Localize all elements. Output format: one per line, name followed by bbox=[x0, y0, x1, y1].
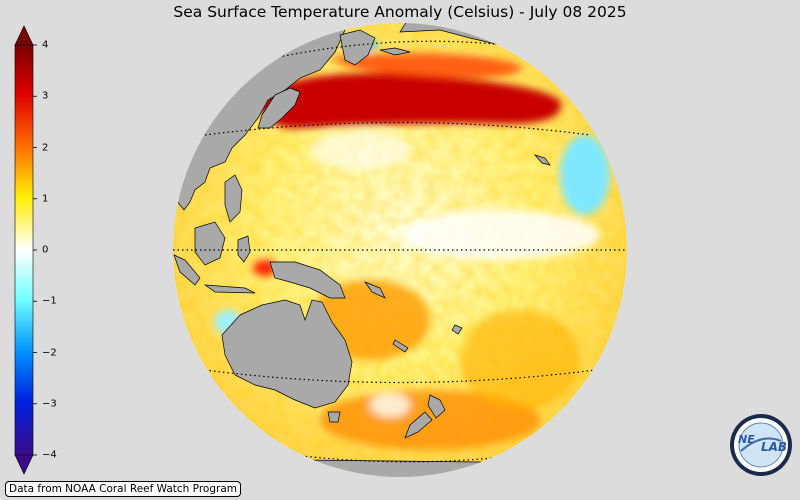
colorbar-tick-label: −1 bbox=[42, 295, 57, 307]
colorbar-tick-label: 0 bbox=[42, 244, 49, 256]
logo-text-left: NE bbox=[738, 433, 755, 446]
sumatra bbox=[173, 254, 201, 286]
south-pacific-warm bbox=[460, 310, 580, 410]
japan-islands bbox=[257, 87, 301, 129]
new-guinea bbox=[269, 261, 346, 299]
borneo bbox=[194, 221, 226, 266]
central-pacific-neutral bbox=[310, 130, 410, 170]
colorbar-tick-label: 2 bbox=[42, 142, 49, 153]
logo-text-right: LAB bbox=[761, 440, 787, 454]
fiji-islands bbox=[451, 324, 463, 335]
aleutian-islands bbox=[379, 47, 411, 56]
sulawesi bbox=[237, 235, 251, 263]
parallel-30n bbox=[204, 121, 591, 136]
new-caledonia bbox=[392, 339, 409, 353]
hawaii-islands bbox=[533, 154, 551, 166]
north-pacific-warm-band bbox=[330, 53, 522, 79]
colorbar bbox=[14, 25, 37, 475]
colorbar-tick-label: 1 bbox=[42, 193, 49, 205]
colorbar-tick-label: −2 bbox=[42, 347, 57, 358]
colorbar-tick-label: 3 bbox=[42, 90, 49, 102]
colorbar-tick-label: 4 bbox=[42, 39, 49, 51]
north-pacific-warm-blob bbox=[259, 73, 561, 129]
tasmania bbox=[327, 411, 341, 423]
nexlab-logo: NE LAB bbox=[730, 414, 792, 476]
parallel-60n bbox=[264, 40, 531, 61]
parallel-30s bbox=[204, 369, 596, 384]
kamchatka-peninsula bbox=[339, 29, 376, 66]
solomon-islands bbox=[364, 281, 386, 299]
colorbar-tick-label: −4 bbox=[42, 449, 57, 461]
java bbox=[203, 284, 256, 294]
data-credit-label: Data from NOAA Coral Reef Watch Program bbox=[5, 481, 241, 497]
colorbar-tick-label: −3 bbox=[42, 398, 57, 410]
tasman-cool bbox=[370, 393, 410, 417]
new-zealand-south bbox=[404, 411, 433, 439]
antarctica-edge bbox=[299, 459, 521, 477]
map-title: Sea Surface Temperature Anomaly (Celsius… bbox=[173, 3, 627, 21]
equatorial-neutral-zone bbox=[400, 210, 600, 260]
east-pacific-cool-anomaly bbox=[560, 135, 610, 215]
colorbar-bottom-arrow bbox=[14, 454, 34, 475]
philippines bbox=[224, 174, 243, 223]
new-zealand-north bbox=[427, 394, 446, 419]
australia-mainland bbox=[221, 299, 353, 409]
